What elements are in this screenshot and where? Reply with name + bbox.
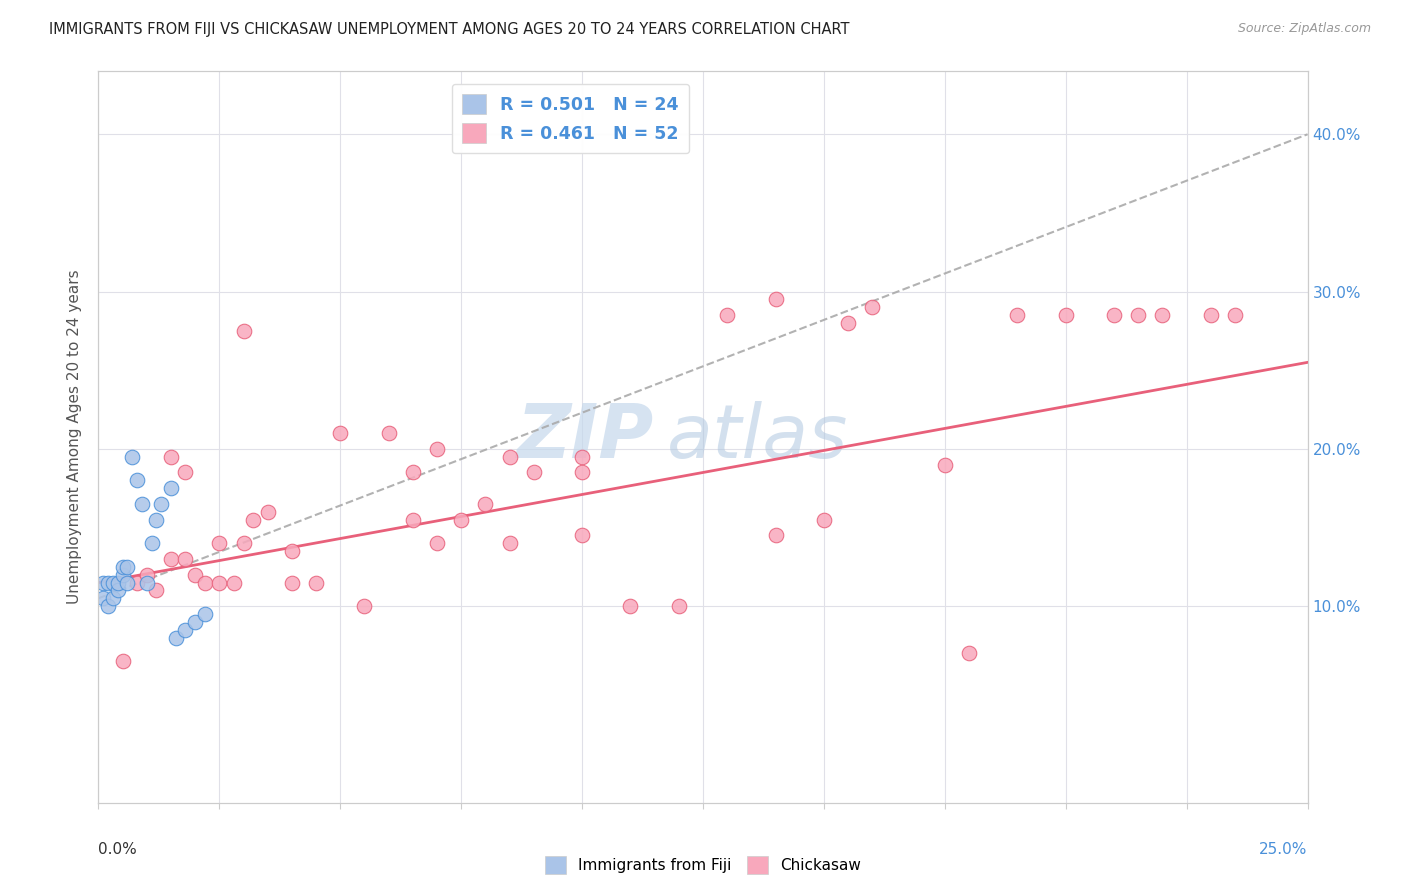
Point bbox=[160, 450, 183, 464]
Point bbox=[426, 536, 449, 550]
Point bbox=[184, 615, 207, 629]
Point bbox=[232, 324, 254, 338]
Point bbox=[402, 513, 425, 527]
Point bbox=[208, 575, 231, 590]
Point bbox=[813, 513, 835, 527]
Text: atlas: atlas bbox=[666, 401, 848, 473]
Point bbox=[135, 575, 157, 590]
Point bbox=[1199, 308, 1222, 322]
Point bbox=[1223, 308, 1246, 322]
Point bbox=[111, 567, 134, 582]
Point bbox=[222, 575, 245, 590]
Point bbox=[117, 559, 139, 574]
Point bbox=[498, 536, 520, 550]
Text: Source: ZipAtlas.com: Source: ZipAtlas.com bbox=[1237, 22, 1371, 36]
Point bbox=[194, 607, 217, 621]
Legend: Immigrants from Fiji, Chickasaw: Immigrants from Fiji, Chickasaw bbox=[538, 850, 868, 880]
Point bbox=[1152, 308, 1174, 322]
Text: 0.0%: 0.0% bbox=[98, 842, 138, 856]
Point bbox=[353, 599, 375, 614]
Point bbox=[450, 513, 472, 527]
Point bbox=[426, 442, 449, 456]
Point bbox=[107, 583, 129, 598]
Point bbox=[145, 513, 167, 527]
Y-axis label: Unemployment Among Ages 20 to 24 years: Unemployment Among Ages 20 to 24 years bbox=[67, 269, 83, 605]
Point bbox=[107, 575, 129, 590]
Point bbox=[194, 575, 217, 590]
Point bbox=[150, 497, 173, 511]
Point bbox=[329, 426, 352, 441]
Point bbox=[474, 497, 496, 511]
Legend: R = 0.501   N = 24, R = 0.461   N = 52: R = 0.501 N = 24, R = 0.461 N = 52 bbox=[451, 84, 689, 153]
Point bbox=[619, 599, 641, 614]
Point bbox=[232, 536, 254, 550]
Point bbox=[571, 450, 593, 464]
Point bbox=[837, 316, 859, 330]
Point bbox=[281, 575, 304, 590]
Text: IMMIGRANTS FROM FIJI VS CHICKASAW UNEMPLOYMENT AMONG AGES 20 TO 24 YEARS CORRELA: IMMIGRANTS FROM FIJI VS CHICKASAW UNEMPL… bbox=[49, 22, 849, 37]
Point bbox=[160, 481, 183, 495]
Point bbox=[305, 575, 328, 590]
Point bbox=[111, 559, 134, 574]
Point bbox=[174, 623, 197, 637]
Point bbox=[377, 426, 399, 441]
Point bbox=[111, 654, 134, 668]
Point bbox=[765, 293, 787, 307]
Point bbox=[165, 631, 187, 645]
Point bbox=[571, 528, 593, 542]
Point bbox=[97, 575, 120, 590]
Point bbox=[498, 450, 520, 464]
Point bbox=[571, 466, 593, 480]
Point bbox=[242, 513, 264, 527]
Text: ZIP: ZIP bbox=[517, 401, 655, 474]
Point bbox=[765, 528, 787, 542]
Point bbox=[101, 575, 124, 590]
Point bbox=[174, 552, 197, 566]
Point bbox=[860, 301, 883, 315]
Point bbox=[101, 591, 124, 606]
Point bbox=[1128, 308, 1150, 322]
Point bbox=[256, 505, 278, 519]
Point bbox=[1007, 308, 1029, 322]
Point bbox=[121, 450, 143, 464]
Point bbox=[523, 466, 546, 480]
Point bbox=[934, 458, 956, 472]
Point bbox=[957, 646, 980, 660]
Point bbox=[131, 497, 153, 511]
Point bbox=[208, 536, 231, 550]
Point bbox=[141, 536, 163, 550]
Point bbox=[127, 473, 149, 487]
Text: 25.0%: 25.0% bbox=[1260, 842, 1308, 856]
Point bbox=[174, 466, 197, 480]
Point bbox=[97, 599, 120, 614]
Point bbox=[135, 567, 157, 582]
Point bbox=[145, 583, 167, 598]
Point bbox=[91, 591, 114, 606]
Point bbox=[127, 575, 149, 590]
Point bbox=[160, 552, 183, 566]
Point bbox=[668, 599, 690, 614]
Point bbox=[91, 575, 114, 590]
Point bbox=[1054, 308, 1077, 322]
Point bbox=[184, 567, 207, 582]
Point bbox=[117, 575, 139, 590]
Point bbox=[281, 544, 304, 558]
Point bbox=[1102, 308, 1125, 322]
Point bbox=[402, 466, 425, 480]
Point bbox=[716, 308, 738, 322]
